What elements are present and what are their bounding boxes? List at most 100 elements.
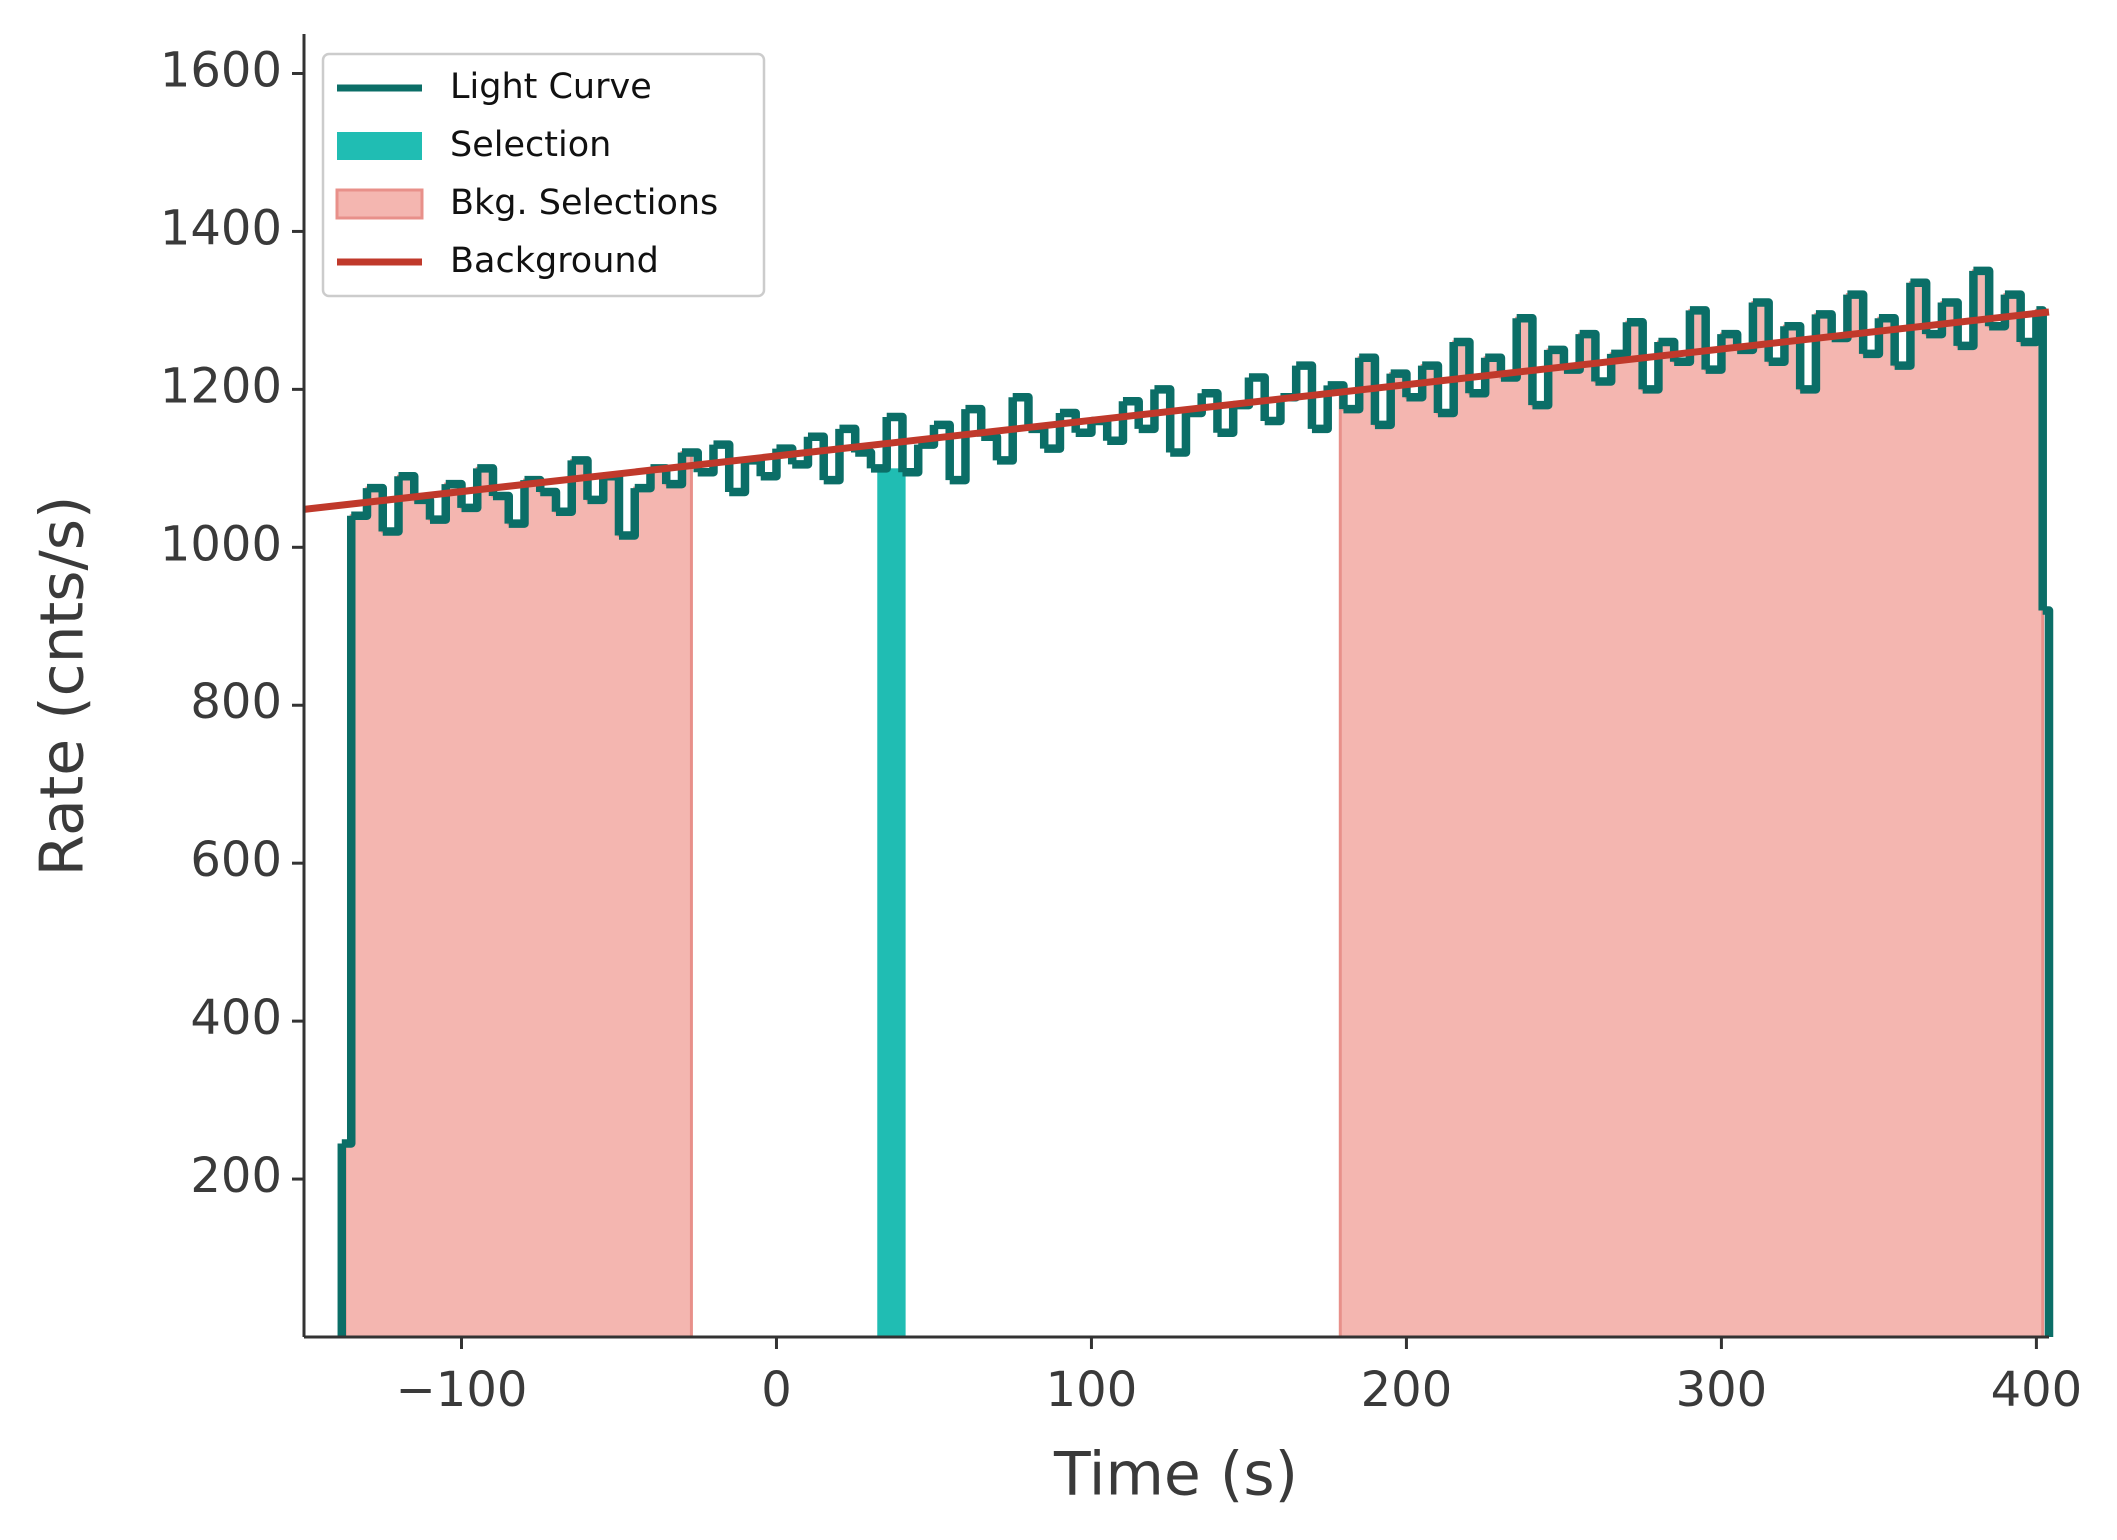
y-tick-label: 1400: [160, 200, 282, 256]
light-curve-step: [1926, 302, 1947, 339]
light-curve-step: [1516, 314, 1537, 406]
light-curve-step: [1784, 321, 1805, 390]
light-curve-step: [1059, 408, 1080, 433]
y-tick-label: 1200: [160, 358, 282, 414]
light-curve-step: [981, 432, 1002, 461]
light-curve-step: [776, 444, 797, 465]
light-curve-step: [1264, 397, 1285, 426]
y-tick-label: 1000: [160, 516, 282, 572]
light-curve-step: [886, 412, 907, 473]
light-curve-step: [1028, 424, 1049, 449]
selection: [877, 468, 906, 1337]
light-curve-step: [1406, 365, 1427, 402]
legend-label: Selection: [450, 125, 611, 165]
light-curve-step: [445, 479, 466, 508]
light-curve-step: [1359, 353, 1380, 425]
light-curve-step: [398, 471, 419, 500]
light-curve-step: [1973, 266, 1994, 327]
light-curve-step: [508, 480, 529, 528]
light-curve-step: [965, 404, 986, 437]
light-curve-step: [1422, 361, 1443, 414]
light-curve-step: [666, 452, 687, 489]
light-curve-step: [341, 515, 356, 1148]
light-curve-step: [618, 488, 639, 540]
x-tick-label: −100: [396, 1362, 528, 1418]
light-curve-step: [1217, 405, 1238, 438]
x-tick-label: 300: [1676, 1362, 1768, 1418]
y-tick-label: 1600: [160, 42, 282, 98]
light-curve-step: [1343, 357, 1364, 414]
light-curve-step: [1185, 393, 1206, 418]
light-curve-step: [729, 460, 750, 497]
light-curve-step: [1941, 298, 1962, 346]
x-tick-label: 100: [1046, 1362, 1138, 1418]
light-curve-step: [1248, 373, 1269, 421]
light-curve-step: [571, 456, 592, 500]
light-curve-step: [870, 417, 891, 473]
y-tick-label: 400: [190, 990, 282, 1046]
light-curve-step: [918, 424, 939, 449]
light-curve-step: [1611, 322, 1632, 359]
light-curve-step: [492, 491, 513, 524]
light-curve-step: [1989, 294, 2010, 331]
light-curve-step: [1674, 310, 1695, 366]
light-curve-step: [1280, 365, 1301, 402]
y-axis-label: Rate (cnts/s): [28, 496, 98, 877]
legend-swatch: [335, 188, 424, 220]
y-tick-label: 600: [190, 832, 282, 888]
light-curve-step: [1768, 326, 1789, 366]
light-curve-step: [2020, 310, 2041, 347]
bkg-selection: [1338, 269, 2045, 1339]
light-curve-step: [1296, 361, 1317, 429]
x-tick-label: 0: [761, 1362, 792, 1418]
light-curve-step: [1374, 373, 1395, 430]
light-curve-step: [414, 495, 435, 520]
light-curve-step: [1815, 310, 1836, 339]
y-tick-label: 200: [190, 1148, 282, 1204]
light-curve-step: [697, 444, 718, 477]
light-curve-step: [587, 476, 608, 505]
light-curve-step: [1170, 413, 1191, 457]
light-curve-step: [1390, 369, 1411, 398]
light-curve-step: [1311, 385, 1332, 434]
x-axis-label: Time (s): [1053, 1440, 1298, 1510]
background-line: [303, 308, 2050, 513]
light-curve-step: [713, 440, 734, 493]
x-tick-label: 400: [1991, 1362, 2083, 1418]
light-curve-step: [1075, 420, 1096, 438]
light-curve-step: [1548, 345, 1569, 370]
light-curve-step: [351, 488, 372, 520]
light-curve-step: [366, 483, 387, 532]
light-curve-step: [1500, 318, 1521, 382]
light-curve-step: [1957, 270, 1978, 351]
light-curve-step: [1626, 317, 1647, 390]
light-curve-step: [1201, 389, 1222, 433]
bkg-selection: [343, 451, 693, 1339]
legend-label: Light Curve: [450, 67, 652, 107]
legend-swatch: [337, 132, 422, 160]
legend-label: Background: [450, 241, 659, 281]
y-tick-label: 800: [190, 674, 282, 730]
light-curve-step: [996, 397, 1017, 465]
light-curve-step: [540, 487, 561, 512]
light-curve-step: [634, 468, 655, 493]
light-curve-step: [1138, 389, 1159, 434]
light-curve-step: [807, 432, 828, 481]
legend-box: [321, 52, 766, 298]
light-curve-step: [1122, 396, 1143, 429]
light-curve-step: [1910, 278, 1931, 335]
light-curve-step: [1012, 393, 1033, 429]
light-curve-step: [1327, 381, 1348, 410]
light-curve-step: [855, 448, 876, 469]
light-curve-step: [2004, 290, 2025, 342]
light-curve-step: [461, 468, 482, 513]
light-curve-step: [2042, 606, 2054, 1337]
light-curve-step: [1894, 282, 1915, 370]
light-curve-step: [1154, 385, 1175, 453]
light-curve-step: [1437, 341, 1458, 418]
light-curve-step: [902, 444, 923, 477]
light-curve-step: [792, 436, 813, 469]
legend: Light Curve Selection Bkg. Selections Backg…: [321, 52, 766, 298]
light-curve-step: [1469, 357, 1490, 398]
